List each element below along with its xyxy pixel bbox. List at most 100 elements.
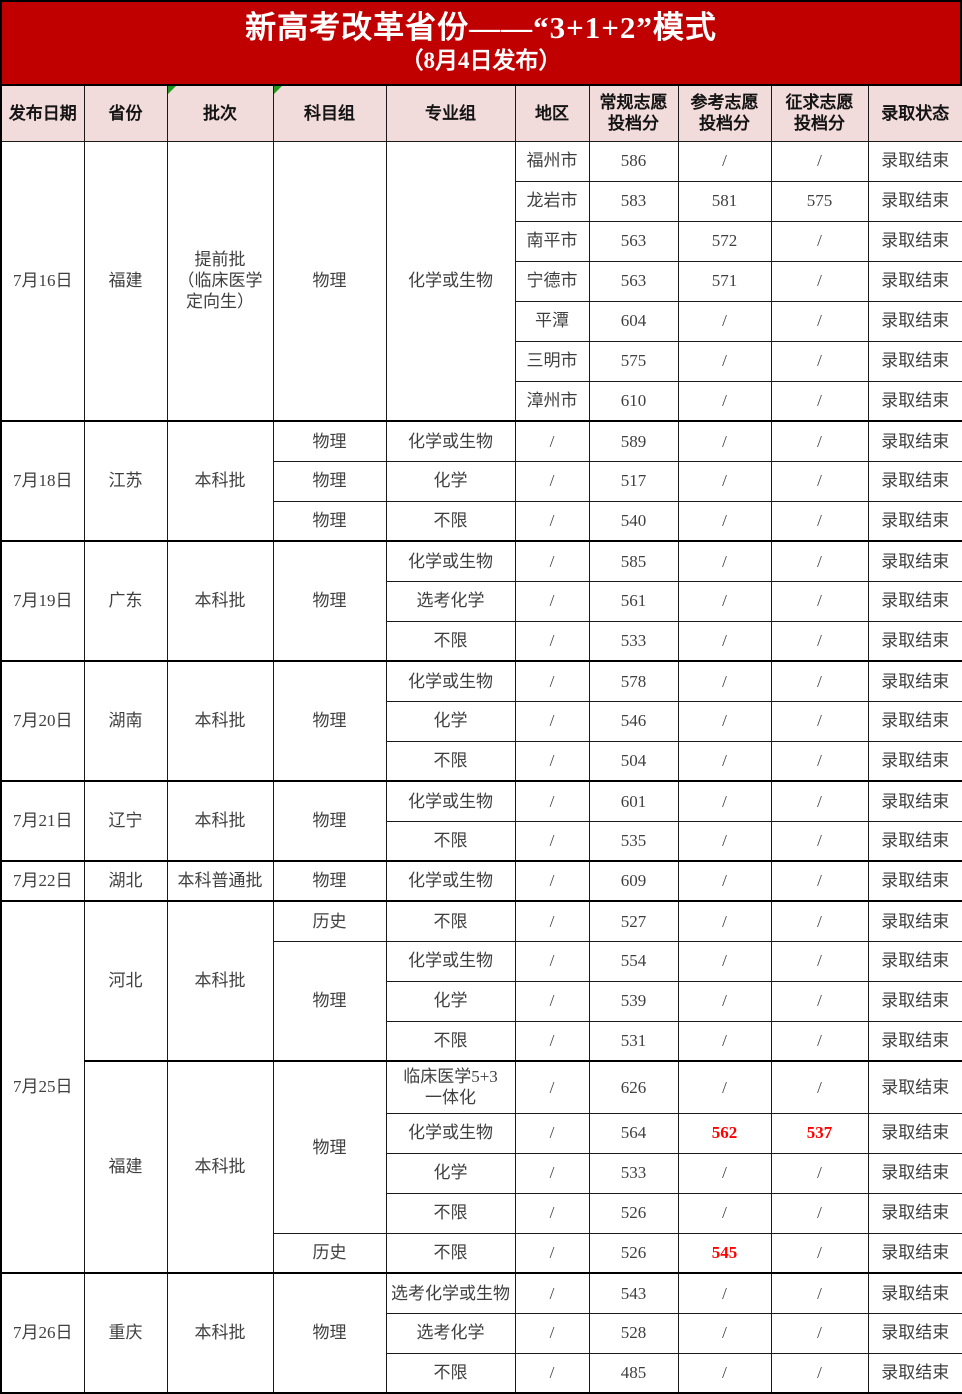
cell-major: 选考化学 xyxy=(385,1312,516,1354)
cell-region: / xyxy=(514,580,590,622)
column-header-date: 发布日期 xyxy=(0,84,85,142)
cell-major: 不限 xyxy=(385,1352,516,1394)
cell-date: 7月16日 xyxy=(0,140,85,422)
cell-reference: / xyxy=(677,700,772,742)
cell-status: 录取结束 xyxy=(867,1192,962,1234)
cell-status: 录取结束 xyxy=(867,900,962,942)
cell-status: 录取结束 xyxy=(867,300,962,342)
cell-subject: 物理 xyxy=(272,140,387,422)
table-row: 宁德市 563 571/录取结束 xyxy=(1,260,962,302)
cell-major: 化学或生物 xyxy=(385,660,516,702)
table-row: 南平市 563 572/录取结束 xyxy=(1,220,962,262)
cell-solicit: / xyxy=(770,260,869,302)
cell-status: 录取结束 xyxy=(867,700,962,742)
cell-regular: 589 xyxy=(588,420,679,462)
cell-batch: 本科批 xyxy=(166,1060,274,1274)
cell-solicit: / xyxy=(770,140,869,182)
cell-reference: / xyxy=(677,620,772,662)
cell-batch: 本科批 xyxy=(166,900,274,1062)
cell-major: 化学或生物 xyxy=(385,860,516,902)
cell-reference: / xyxy=(677,460,772,502)
cell-flag-icon xyxy=(274,86,282,94)
cell-region: / xyxy=(514,1112,590,1154)
cell-solicit: / xyxy=(770,700,869,742)
cell-solicit: / xyxy=(770,1060,869,1114)
cell-status: 录取结束 xyxy=(867,980,962,1022)
cell-solicit: / xyxy=(770,1020,869,1062)
cell-regular: 583 xyxy=(588,180,679,222)
cell-regular: 586 xyxy=(588,140,679,182)
cell-status: 录取结束 xyxy=(867,180,962,222)
cell-subject: 物理 xyxy=(272,540,387,662)
table-row: 不限/531// 录取结束 xyxy=(1,1020,962,1062)
cell-region: 福州市 xyxy=(514,140,590,182)
cell-regular: 540 xyxy=(588,500,679,542)
cell-regular: 554 xyxy=(588,940,679,982)
cell-solicit: / xyxy=(770,300,869,342)
cell-reference: / xyxy=(677,380,772,422)
cell-regular: 585 xyxy=(588,540,679,582)
cell-major: 选考化学 xyxy=(385,580,516,622)
column-header-subject: 科目组 xyxy=(272,84,387,142)
cell-province: 广东 xyxy=(83,540,168,662)
column-header-province: 省份 xyxy=(83,84,168,142)
cell-flag-icon xyxy=(168,86,176,94)
cell-solicit: 575 xyxy=(770,180,869,222)
cell-region: 宁德市 xyxy=(514,260,590,302)
cell-solicit: / xyxy=(770,1272,869,1314)
cell-date: 7月19日 xyxy=(0,540,85,662)
cell-solicit: / xyxy=(770,500,869,542)
column-header-regular: 常规志愿 投档分 xyxy=(588,84,679,142)
cell-status: 录取结束 xyxy=(867,340,962,382)
cell-batch: 提前批 （临床医学 定向生） xyxy=(166,140,274,422)
cell-regular: 610 xyxy=(588,380,679,422)
cell-solicit: / xyxy=(770,1152,869,1194)
cell-date: 7月26日 xyxy=(0,1272,85,1394)
cell-region: / xyxy=(514,1312,590,1354)
cell-solicit: / xyxy=(770,820,869,862)
cell-solicit: / xyxy=(770,1232,869,1274)
cell-solicit: / xyxy=(770,340,869,382)
cell-date: 7月18日 xyxy=(0,420,85,542)
cell-regular: 517 xyxy=(588,460,679,502)
column-header-reference: 参考志愿 投档分 xyxy=(677,84,772,142)
cell-batch: 本科批 xyxy=(166,540,274,662)
cell-solicit: 537 xyxy=(770,1112,869,1154)
cell-solicit: / xyxy=(770,220,869,262)
table-row: 福建 本科批 物理 临床医学5+3 一体化/626// 录取结束 xyxy=(1,1060,962,1274)
cell-solicit: / xyxy=(770,580,869,622)
table-row: 不限/535// 录取结束 xyxy=(1,820,962,862)
table-row: 历史 不限/526 545/录取结束 xyxy=(1,1232,962,1274)
cell-status: 录取结束 xyxy=(867,940,962,982)
cell-regular: 526 xyxy=(588,1192,679,1234)
cell-regular: 564 xyxy=(588,1112,679,1154)
page-subtitle: （8月4日发布） xyxy=(400,48,562,74)
cell-province: 辽宁 xyxy=(83,780,168,862)
cell-reference: 562 xyxy=(677,1112,772,1154)
cell-status: 录取结束 xyxy=(867,460,962,502)
cell-batch: 本科批 xyxy=(166,660,274,782)
cell-region: / xyxy=(514,540,590,582)
cell-regular: 578 xyxy=(588,660,679,702)
cell-reference: / xyxy=(677,980,772,1022)
cell-regular: 609 xyxy=(588,860,679,902)
cell-date: 7月21日 xyxy=(0,780,85,862)
cell-reference: / xyxy=(677,1020,772,1062)
table-row: 龙岩市 583 581 575 录取结束 xyxy=(1,180,962,222)
cell-major: 不限 xyxy=(385,500,516,542)
cell-subject: 物理 xyxy=(272,1060,387,1234)
cell-region: / xyxy=(514,820,590,862)
cell-subject: 物理 xyxy=(272,660,387,782)
cell-major: 化学或生物 xyxy=(385,540,516,582)
cell-region: 南平市 xyxy=(514,220,590,262)
cell-reference: / xyxy=(677,860,772,902)
cell-region: / xyxy=(514,1352,590,1394)
cell-regular: 626 xyxy=(588,1060,679,1114)
table-row: 不限/504// 录取结束 xyxy=(1,740,962,782)
cell-status: 录取结束 xyxy=(867,220,962,262)
table-row: 7月20日 湖南 本科批 物理 化学或生物/578// 录取结束 xyxy=(0,660,962,782)
cell-major: 选考化学或生物 xyxy=(385,1272,516,1314)
cell-reference: / xyxy=(677,140,772,182)
cell-reference: / xyxy=(677,540,772,582)
table-row: 7月25日 河北 本科批 历史 不限/527// 录取结束 xyxy=(0,900,962,1274)
